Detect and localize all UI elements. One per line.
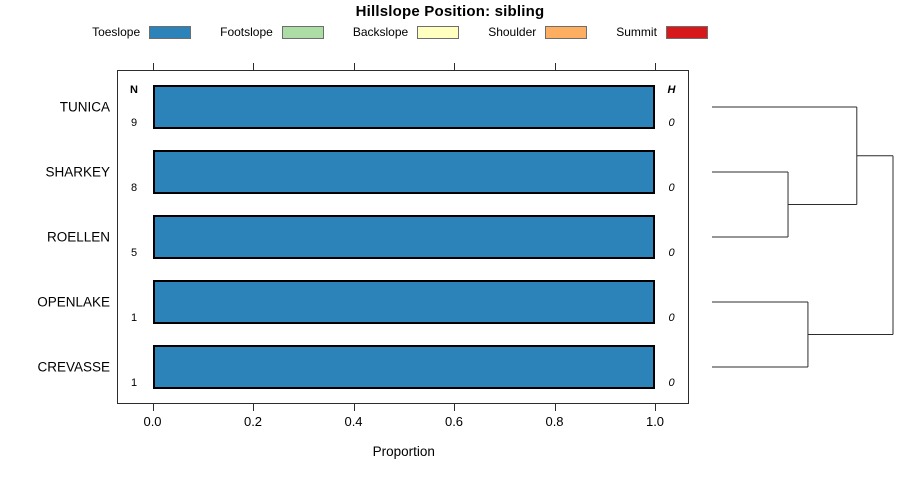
legend-item: Backslope: [352, 25, 460, 39]
x-tick-label: 0.4: [344, 414, 363, 429]
legend-item: Shoulder: [488, 25, 588, 39]
x-tick-bottom: [454, 404, 455, 411]
row-label: SHARKEY: [45, 164, 110, 180]
row-label: ROELLEN: [46, 229, 110, 245]
h-value: 0: [668, 117, 675, 129]
x-tick-label: 0.8: [545, 414, 564, 429]
x-tick-top: [253, 63, 254, 70]
h-value: 0: [668, 377, 675, 389]
x-tick-bottom: [554, 404, 556, 411]
n-value: 9: [130, 117, 138, 129]
x-tick-label: 0.6: [444, 414, 464, 429]
legend-swatch: [545, 25, 588, 39]
x-tick-bottom: [655, 404, 656, 411]
legend-swatch: [417, 25, 460, 39]
legend-item: Toeslope: [92, 25, 192, 39]
legend-label: Backslope: [352, 25, 409, 39]
x-tick-bottom: [353, 404, 355, 411]
x-tick-label: 0.2: [243, 414, 263, 429]
row-label: OPENLAKE: [37, 294, 110, 310]
legend-label: Summit: [616, 25, 657, 39]
n-value: 8: [130, 182, 138, 194]
x-tick-bottom: [152, 404, 154, 411]
cluster-dendrogram: [712, 106, 894, 368]
legend: Toeslope Footslope Backslope Shoulder Summit: [92, 23, 708, 41]
x-tick-top: [152, 63, 154, 70]
proportion-bar: [152, 345, 655, 389]
proportion-bar: [152, 85, 655, 129]
row-label: TUNICA: [59, 99, 110, 115]
proportion-bar: [152, 280, 655, 324]
h-value: 0: [668, 182, 675, 194]
n-value: 1: [130, 377, 138, 389]
proportion-bar: [152, 150, 655, 194]
n-column-header: N: [130, 84, 138, 96]
h-value: 0: [668, 312, 675, 324]
x-tick-top: [353, 63, 355, 70]
row-label: CREVASSE: [37, 359, 110, 375]
x-axis-title: Proportion: [372, 444, 435, 459]
h-value: 0: [668, 247, 675, 259]
legend-item: Footslope: [220, 25, 324, 39]
legend-item: Summit: [616, 25, 708, 39]
legend-label: Footslope: [220, 25, 273, 39]
x-tick-bottom: [253, 404, 254, 411]
legend-label: Toeslope: [92, 25, 141, 39]
proportion-bar: [152, 215, 655, 259]
x-tick-top: [554, 63, 556, 70]
legend-swatch: [281, 25, 324, 39]
h-column-header: H: [667, 84, 676, 96]
n-value: 5: [130, 247, 138, 259]
x-tick-label: 1.0: [645, 414, 665, 429]
legend-swatch: [149, 25, 192, 39]
x-tick-top: [454, 63, 455, 70]
chart-title: Hillslope Position: sibling: [355, 3, 545, 20]
legend-label: Shoulder: [488, 25, 537, 39]
x-tick-label: 0.0: [143, 414, 162, 429]
n-value: 1: [130, 312, 138, 324]
legend-swatch: [665, 25, 708, 39]
x-tick-top: [655, 63, 656, 70]
